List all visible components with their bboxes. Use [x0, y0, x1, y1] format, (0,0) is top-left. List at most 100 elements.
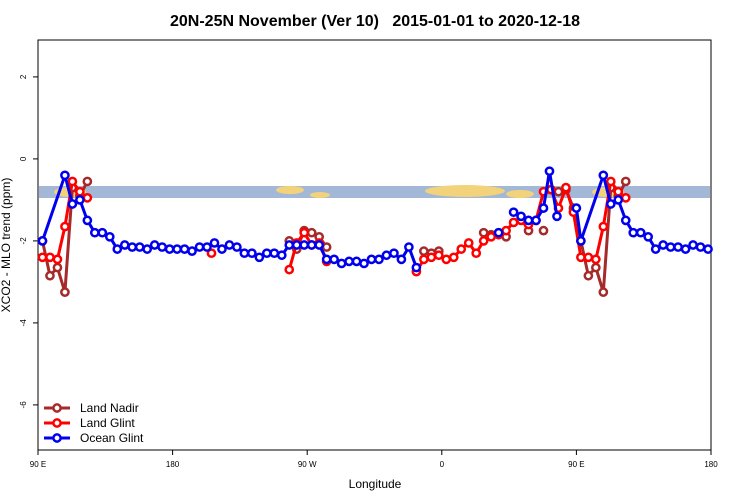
point — [381, 250, 392, 261]
point — [583, 252, 594, 263]
legend-marker — [52, 403, 62, 413]
point — [134, 242, 145, 252]
point — [60, 170, 70, 181]
x-tick-label: 0 — [440, 460, 445, 469]
point — [179, 244, 190, 254]
point — [544, 166, 555, 177]
point — [441, 254, 452, 265]
point — [217, 244, 227, 254]
point — [456, 244, 467, 254]
point — [688, 240, 698, 250]
point — [605, 199, 616, 209]
point — [104, 231, 115, 242]
point — [127, 242, 138, 252]
y-axis-label: XCO2 - MLO trend (ppm) — [0, 178, 13, 313]
point — [359, 258, 369, 269]
point — [45, 270, 55, 281]
point — [67, 176, 78, 187]
point — [620, 193, 631, 203]
y-tick-label: -6 — [19, 401, 28, 409]
point — [628, 227, 639, 238]
point — [620, 215, 631, 226]
point — [598, 170, 609, 181]
point — [247, 248, 257, 259]
point — [374, 254, 384, 265]
point — [306, 227, 317, 238]
point — [590, 262, 601, 273]
point — [538, 203, 549, 213]
point — [680, 244, 691, 254]
point — [209, 238, 220, 248]
point — [553, 186, 564, 197]
point — [486, 231, 497, 242]
point — [516, 211, 526, 222]
point — [89, 227, 100, 238]
point — [299, 227, 310, 238]
point — [194, 242, 205, 252]
point — [658, 240, 668, 250]
point — [75, 186, 85, 197]
point — [478, 227, 489, 238]
point — [119, 240, 130, 250]
point — [695, 242, 706, 252]
point — [665, 242, 676, 252]
legend-label: Land Glint — [80, 416, 135, 430]
point — [239, 248, 250, 259]
point — [552, 211, 562, 222]
point — [82, 176, 93, 187]
point — [314, 240, 325, 250]
x-tick-label: 90 W — [298, 460, 317, 469]
x-tick-label: 180 — [166, 460, 180, 469]
point — [202, 242, 212, 252]
point — [344, 256, 354, 267]
point — [291, 240, 302, 250]
point — [284, 264, 295, 275]
point — [60, 287, 70, 297]
point — [75, 195, 85, 205]
point — [508, 217, 519, 228]
point — [643, 231, 654, 242]
point — [164, 244, 175, 254]
series-line — [41, 180, 628, 293]
point — [37, 252, 48, 263]
point — [620, 176, 631, 187]
point — [471, 248, 482, 259]
y-tick-label: 0 — [19, 156, 28, 161]
x-tick-label: 180 — [704, 460, 718, 469]
legend-marker — [52, 433, 62, 443]
point — [82, 193, 93, 203]
point — [149, 240, 160, 250]
point — [206, 248, 217, 259]
point — [590, 254, 601, 265]
point — [523, 215, 534, 226]
point — [650, 244, 661, 254]
point — [329, 254, 339, 265]
point — [224, 240, 235, 250]
legend-label: Land Nadir — [80, 401, 139, 415]
point — [501, 225, 511, 236]
point — [254, 252, 265, 263]
point — [52, 262, 63, 273]
point — [411, 262, 422, 273]
point — [576, 252, 586, 263]
point — [261, 248, 272, 259]
point — [419, 254, 429, 265]
point — [60, 221, 70, 232]
point — [82, 215, 93, 226]
x-tick-label: 90 E — [30, 460, 46, 469]
point — [583, 270, 594, 281]
point — [433, 250, 444, 261]
point — [531, 215, 541, 226]
plot-frame — [37, 39, 712, 451]
point — [576, 236, 586, 246]
point — [598, 221, 609, 232]
legend-marker — [52, 418, 62, 428]
point — [112, 244, 123, 254]
point — [613, 195, 624, 205]
y-tick-label: -4 — [19, 319, 28, 327]
point — [52, 254, 63, 265]
point — [635, 227, 646, 238]
point — [508, 207, 519, 218]
y-tick-label: -2 — [19, 237, 28, 245]
